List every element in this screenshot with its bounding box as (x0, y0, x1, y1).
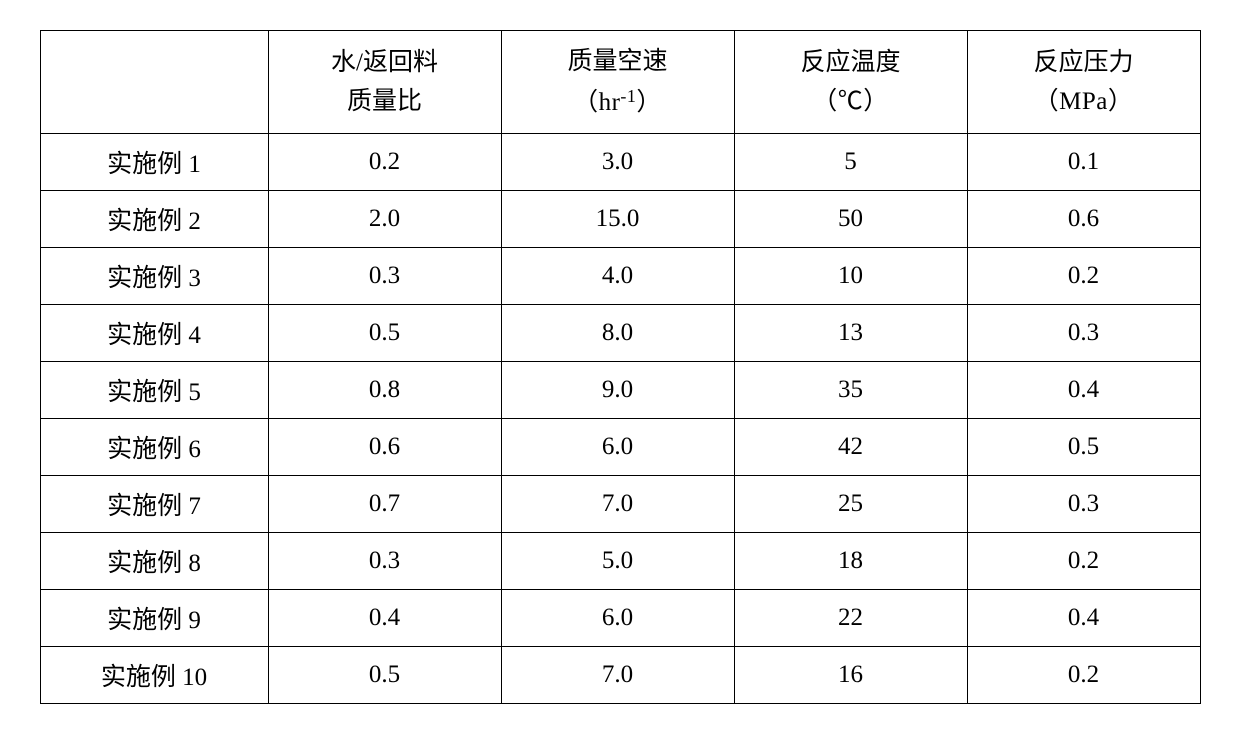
table-row: 实施例 80.35.0180.2 (40, 532, 1200, 589)
cell-reaction-temperature: 5 (734, 133, 967, 190)
cell-mass-space-velocity: 5.0 (501, 532, 734, 589)
table-header: 水/返回料 质量比 质量空速 （hr-1） 反应温度 （℃） 反应压力 （MPa… (40, 31, 1200, 134)
cell-reaction-pressure: 0.6 (967, 190, 1200, 247)
cell-reaction-temperature: 50 (734, 190, 967, 247)
header-line1: 反应温度 (800, 49, 900, 76)
header-cell-reaction-temperature: 反应温度 （℃） (734, 31, 967, 134)
table-row: 实施例 30.34.0100.2 (40, 247, 1200, 304)
table-body: 实施例 10.23.050.1实施例 22.015.0500.6实施例 30.3… (40, 133, 1200, 703)
cell-reaction-pressure: 0.2 (967, 646, 1200, 703)
row-label: 实施例 10 (40, 646, 268, 703)
header-cell-blank (40, 31, 268, 134)
cell-mass-space-velocity: 4.0 (501, 247, 734, 304)
row-label: 实施例 9 (40, 589, 268, 646)
row-label: 实施例 2 (40, 190, 268, 247)
cell-water-return-ratio: 0.8 (268, 361, 501, 418)
header-line2: （℃） (812, 88, 889, 115)
cell-reaction-temperature: 25 (734, 475, 967, 532)
cell-mass-space-velocity: 6.0 (501, 418, 734, 475)
cell-water-return-ratio: 0.3 (268, 247, 501, 304)
cell-water-return-ratio: 0.7 (268, 475, 501, 532)
cell-water-return-ratio: 2.0 (268, 190, 501, 247)
cell-reaction-pressure: 0.4 (967, 361, 1200, 418)
cell-mass-space-velocity: 6.0 (501, 589, 734, 646)
header-cell-mass-space-velocity: 质量空速 （hr-1） (501, 31, 734, 134)
header-line1: 水/返回料 (331, 49, 438, 76)
cell-mass-space-velocity: 15.0 (501, 190, 734, 247)
row-label: 实施例 5 (40, 361, 268, 418)
cell-water-return-ratio: 0.5 (268, 304, 501, 361)
cell-mass-space-velocity: 7.0 (501, 475, 734, 532)
header-line2: 质量比 (347, 88, 422, 115)
row-label: 实施例 7 (40, 475, 268, 532)
cell-reaction-temperature: 35 (734, 361, 967, 418)
cell-reaction-temperature: 18 (734, 532, 967, 589)
row-label: 实施例 3 (40, 247, 268, 304)
table-row: 实施例 50.89.0350.4 (40, 361, 1200, 418)
cell-water-return-ratio: 0.6 (268, 418, 501, 475)
cell-mass-space-velocity: 8.0 (501, 304, 734, 361)
cell-water-return-ratio: 0.3 (268, 532, 501, 589)
cell-reaction-temperature: 22 (734, 589, 967, 646)
header-line2: （MPa） (1034, 88, 1134, 115)
row-label: 实施例 6 (40, 418, 268, 475)
header-line1: 质量空速 (567, 48, 667, 75)
cell-reaction-pressure: 0.2 (967, 247, 1200, 304)
header-line2: （hr-1） (573, 89, 662, 116)
row-label: 实施例 8 (40, 532, 268, 589)
cell-reaction-temperature: 13 (734, 304, 967, 361)
cell-reaction-temperature: 42 (734, 418, 967, 475)
table-row: 实施例 10.23.050.1 (40, 133, 1200, 190)
cell-reaction-pressure: 0.3 (967, 475, 1200, 532)
cell-mass-space-velocity: 3.0 (501, 133, 734, 190)
cell-reaction-pressure: 0.1 (967, 133, 1200, 190)
row-label: 实施例 1 (40, 133, 268, 190)
cell-water-return-ratio: 0.5 (268, 646, 501, 703)
table-row: 实施例 22.015.0500.6 (40, 190, 1200, 247)
cell-mass-space-velocity: 7.0 (501, 646, 734, 703)
cell-reaction-pressure: 0.2 (967, 532, 1200, 589)
table-row: 实施例 90.46.0220.4 (40, 589, 1200, 646)
cell-reaction-temperature: 10 (734, 247, 967, 304)
header-line1: 反应压力 (1033, 49, 1133, 76)
cell-reaction-pressure: 0.3 (967, 304, 1200, 361)
header-cell-reaction-pressure: 反应压力 （MPa） (967, 31, 1200, 134)
table-row: 实施例 70.77.0250.3 (40, 475, 1200, 532)
cell-water-return-ratio: 0.2 (268, 133, 501, 190)
cell-reaction-pressure: 0.4 (967, 589, 1200, 646)
cell-reaction-pressure: 0.5 (967, 418, 1200, 475)
cell-water-return-ratio: 0.4 (268, 589, 501, 646)
header-row: 水/返回料 质量比 质量空速 （hr-1） 反应温度 （℃） 反应压力 （MPa… (40, 31, 1200, 134)
table-row: 实施例 40.58.0130.3 (40, 304, 1200, 361)
row-label: 实施例 4 (40, 304, 268, 361)
experiment-conditions-table: 水/返回料 质量比 质量空速 （hr-1） 反应温度 （℃） 反应压力 （MPa… (40, 30, 1201, 704)
table-row: 实施例 100.57.0160.2 (40, 646, 1200, 703)
cell-mass-space-velocity: 9.0 (501, 361, 734, 418)
header-cell-water-return-ratio: 水/返回料 质量比 (268, 31, 501, 134)
table-row: 实施例 60.66.0420.5 (40, 418, 1200, 475)
cell-reaction-temperature: 16 (734, 646, 967, 703)
